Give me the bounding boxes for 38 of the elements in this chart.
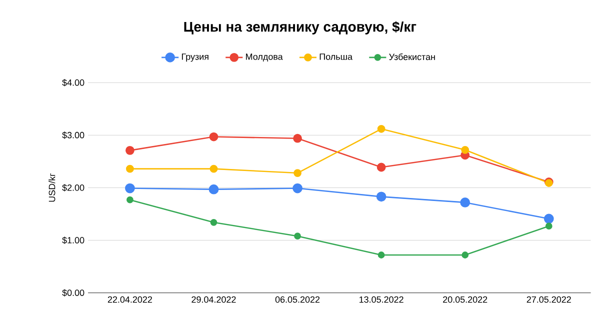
point bbox=[378, 252, 385, 258]
point bbox=[209, 132, 218, 142]
y-tick-label: $4.00 bbox=[62, 79, 84, 86]
y-axis-title: USD/kг bbox=[48, 173, 56, 202]
point bbox=[294, 169, 302, 178]
point bbox=[125, 183, 135, 194]
point bbox=[294, 232, 301, 240]
point bbox=[210, 219, 218, 226]
point bbox=[376, 162, 386, 172]
legend-label: Грузия bbox=[182, 54, 208, 62]
x-tick-label: 22.04.2022 bbox=[108, 296, 152, 303]
point bbox=[460, 198, 470, 208]
legend-label: Молдова bbox=[246, 54, 283, 62]
point bbox=[376, 192, 386, 202]
x-tick-label: 13.05.2022 bbox=[360, 296, 404, 303]
point bbox=[126, 146, 134, 155]
point bbox=[377, 124, 386, 133]
point bbox=[293, 134, 302, 143]
y-tick-label: $3.00 bbox=[62, 132, 84, 139]
x-tick-label: 06.05.2022 bbox=[275, 296, 320, 303]
chart-title: Цены на землянику садовую, $/кг bbox=[184, 21, 416, 35]
legend-label: Узбекистан bbox=[389, 53, 435, 60]
legend-label: Польша bbox=[320, 54, 353, 60]
point bbox=[126, 196, 134, 204]
x-tick-label: 20.05.2022 bbox=[443, 296, 488, 303]
point bbox=[545, 222, 552, 230]
point bbox=[462, 252, 469, 258]
x-tick-label: 29.04.2022 bbox=[192, 296, 236, 303]
point bbox=[292, 183, 302, 194]
x-tick-label: 27.05.2022 bbox=[526, 296, 571, 303]
point bbox=[544, 214, 554, 224]
y-tick-label: $2.00 bbox=[62, 184, 84, 192]
point bbox=[461, 146, 470, 154]
point bbox=[208, 184, 219, 194]
point bbox=[210, 164, 218, 173]
y-tick-label: $1.00 bbox=[62, 236, 84, 244]
y-tick-label: $0.00 bbox=[62, 289, 84, 297]
point bbox=[126, 164, 134, 173]
